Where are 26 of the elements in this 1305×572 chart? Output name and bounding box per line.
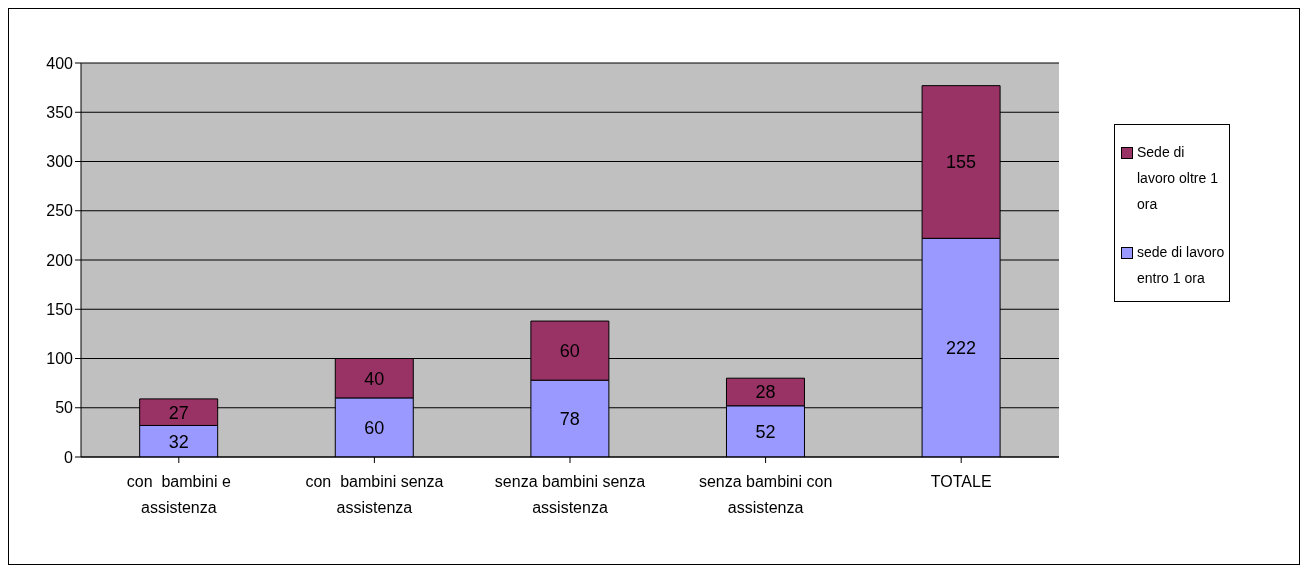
y-tick-label: 300 bbox=[46, 153, 74, 171]
data-label: 155 bbox=[946, 152, 977, 173]
x-tick-label: TOTALE bbox=[930, 473, 992, 490]
data-label: 60 bbox=[364, 417, 385, 438]
data-label: 78 bbox=[559, 408, 580, 429]
y-tick-label: 350 bbox=[46, 103, 74, 121]
y-tick-label: 400 bbox=[46, 54, 74, 72]
y-tick-label: 150 bbox=[46, 300, 74, 318]
y-tick-label: 200 bbox=[46, 251, 74, 269]
data-label: 52 bbox=[755, 421, 776, 442]
data-label: 28 bbox=[755, 382, 776, 403]
legend-label: sede di lavoro entro 1 ora bbox=[1137, 243, 1225, 288]
data-label: 60 bbox=[559, 341, 580, 362]
y-tick-label: 250 bbox=[46, 202, 74, 220]
x-tick-label: con bambini senza assistenza bbox=[305, 473, 444, 516]
data-label: 27 bbox=[168, 402, 189, 423]
data-label: 40 bbox=[364, 368, 385, 389]
legend-label: Sede di lavoro oltre 1 ora bbox=[1137, 143, 1219, 214]
x-tick-label: senza bambini con assistenza bbox=[698, 473, 833, 516]
y-tick-label: 100 bbox=[46, 350, 74, 368]
y-tick-label: 50 bbox=[55, 399, 74, 417]
x-tick-label: senza bambini senza assistenza bbox=[494, 473, 646, 516]
x-tick-label: con bambini e assistenza bbox=[126, 473, 231, 516]
data-label: 222 bbox=[946, 338, 977, 359]
y-tick-label: 0 bbox=[64, 448, 74, 466]
data-label: 32 bbox=[168, 431, 189, 452]
